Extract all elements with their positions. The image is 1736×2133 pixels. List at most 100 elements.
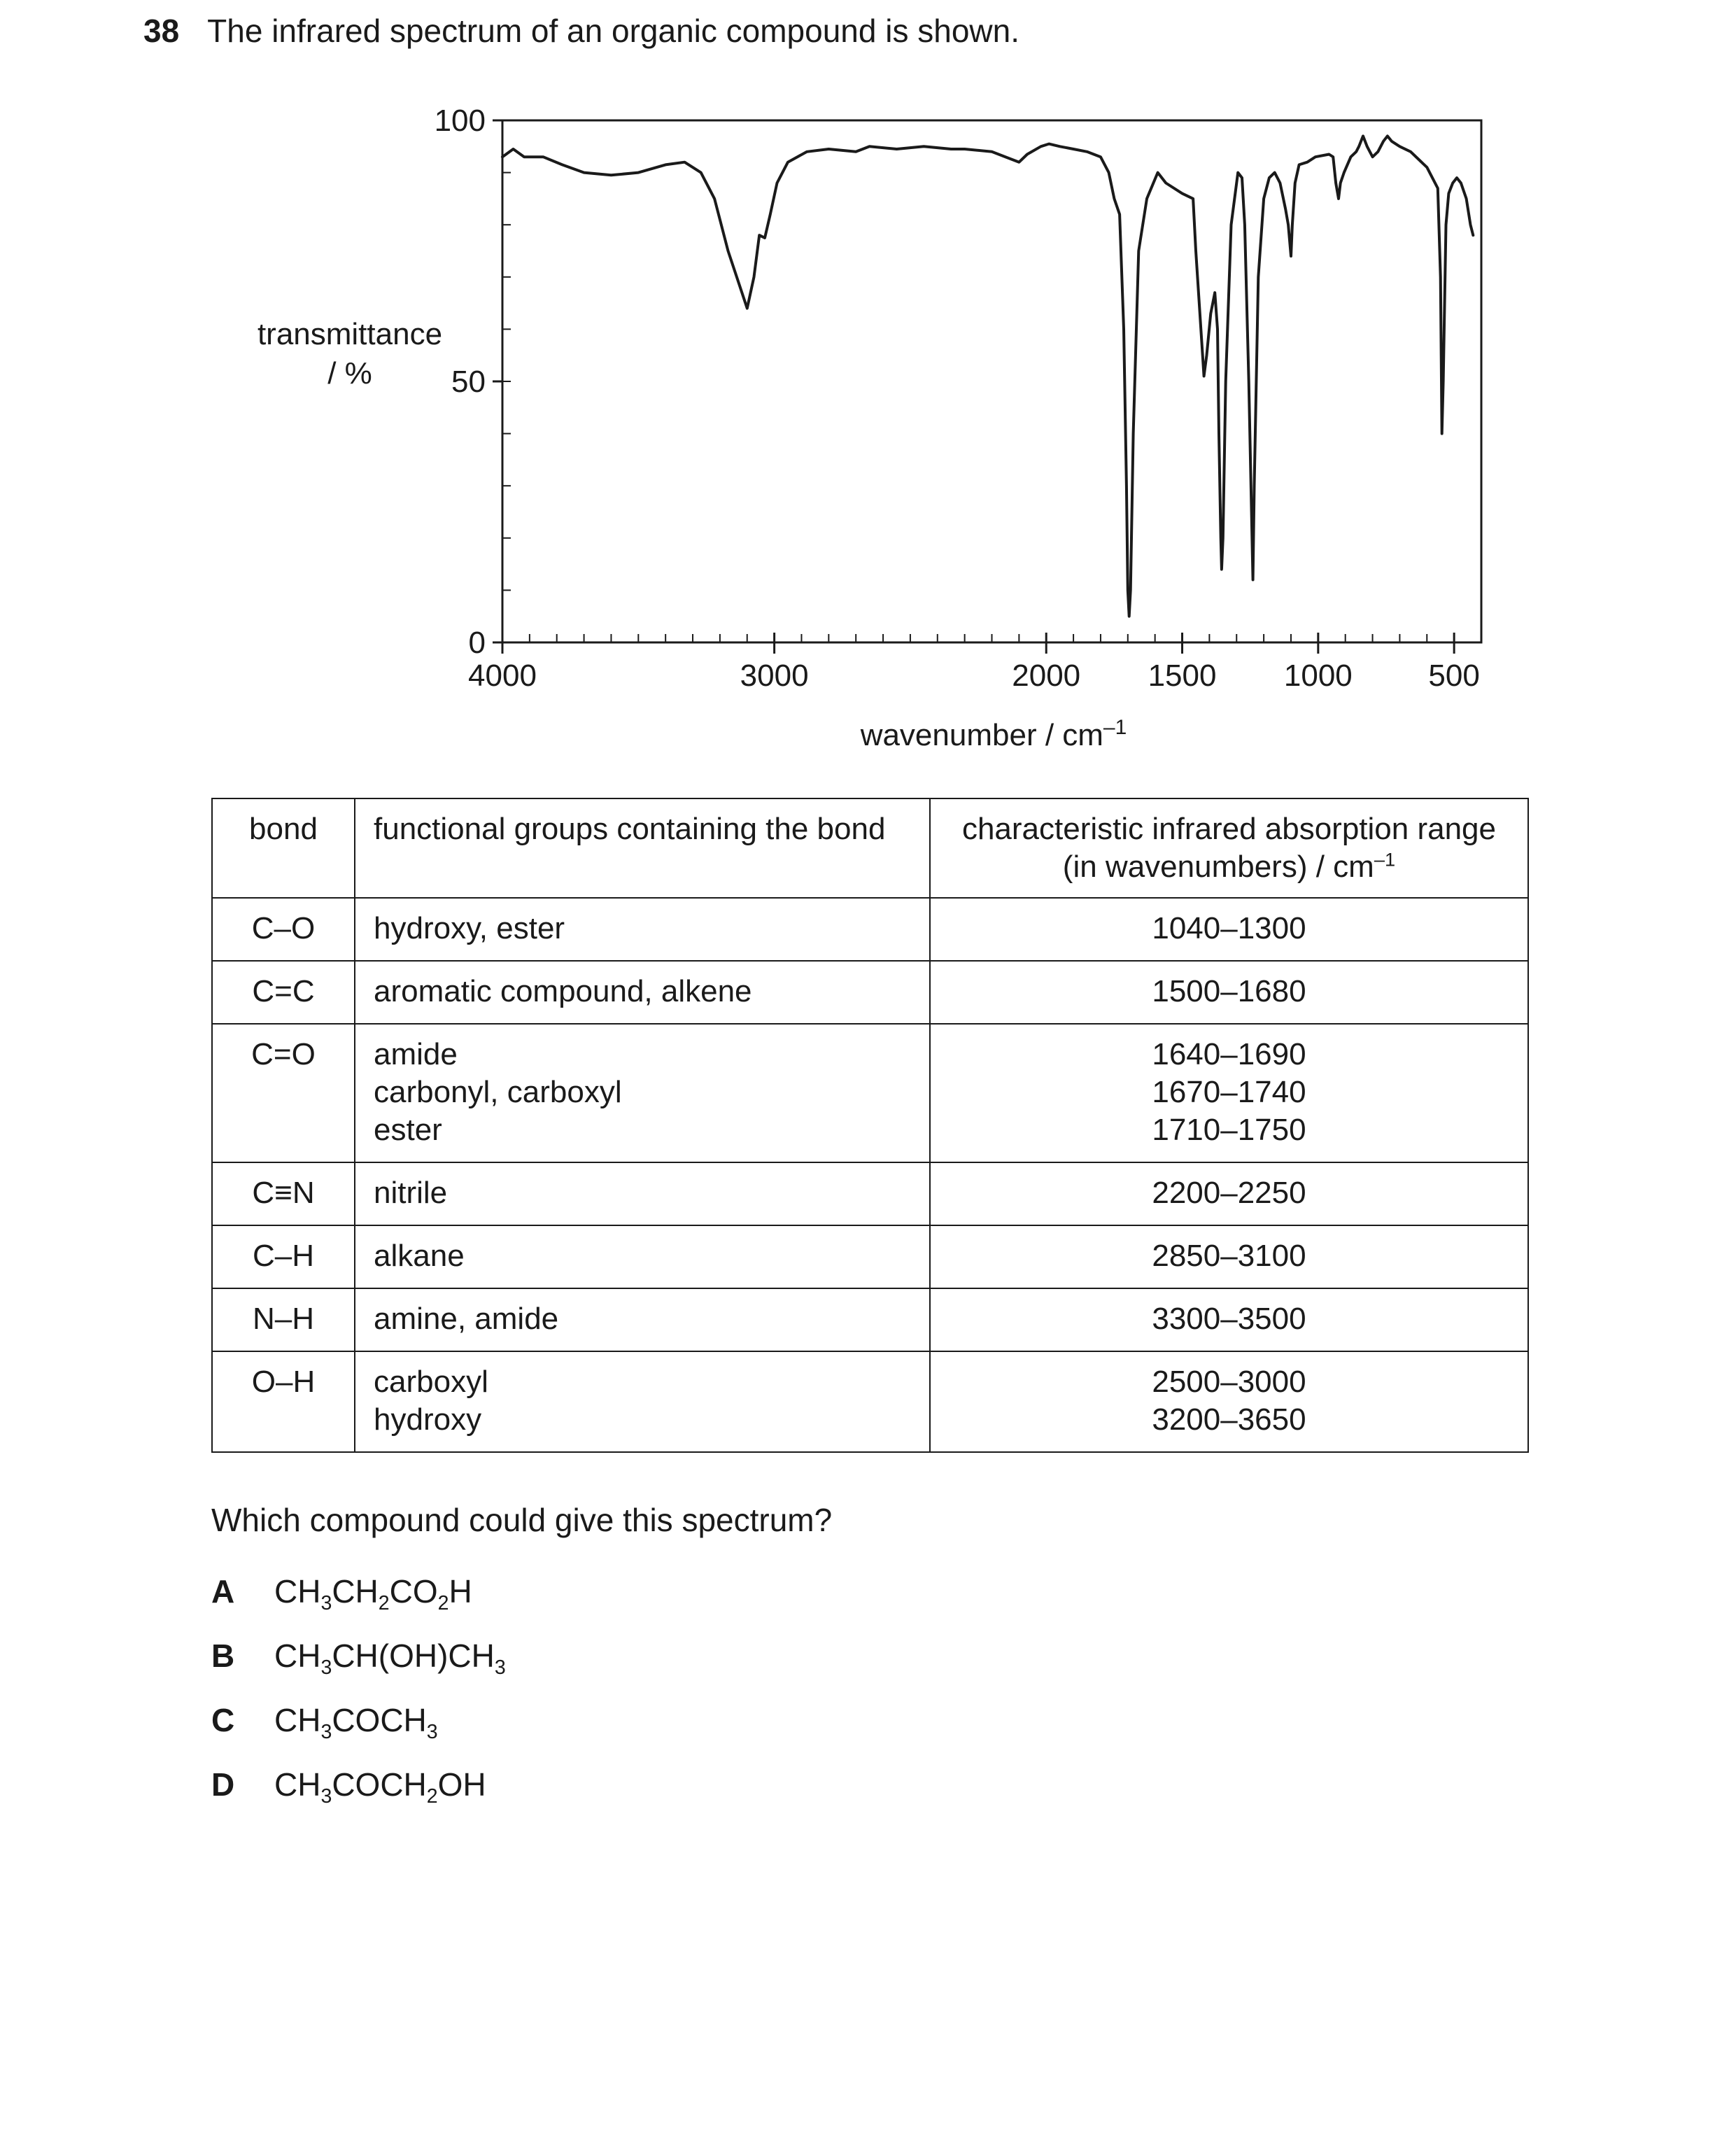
answer-options: A CH3CH2CO2H B CH3CH(OH)CH3 C CH3COCH3 D CH3COC… [211, 1570, 506, 1828]
absorption-range-cell: 1640–1690 1670–1740 1710–1750 [929, 1023, 1530, 1163]
formula-text: CH [274, 1702, 321, 1738]
absorption-range-cell: 1500–1680 [929, 960, 1530, 1025]
functional-group-text: hydroxy, ester [374, 911, 565, 945]
option-letter: B [211, 1638, 235, 1674]
functional-group-text: nitrile [374, 1176, 448, 1210]
formula-subscript: 3 [426, 1721, 438, 1744]
functional-group-text: aromatic compound, alkene [374, 974, 752, 1008]
header-range-line1: characteristic infrared absorption range [961, 812, 1496, 846]
table-body: C–O hydroxy, ester 1040–1300 C=C aromatic co… [211, 897, 1530, 1453]
absorption-range-cell: 2850–3100 [929, 1225, 1530, 1289]
formula-text: OH [437, 1766, 486, 1803]
y-tick-label: 100 [435, 104, 486, 138]
header-bond: bond [211, 798, 355, 899]
x-tick-label: 3000 [740, 659, 809, 693]
formula-subscript: 3 [320, 1656, 332, 1680]
functional-group-text: amine, amide [374, 1302, 559, 1336]
x-tick-label: 2000 [1012, 659, 1080, 693]
functional-group-text: ester [374, 1113, 442, 1147]
header-range-line2: (in wavenumbers) / cm [1062, 850, 1374, 884]
option-letter: C [211, 1702, 235, 1738]
bond-cell: C≡N [211, 1162, 355, 1226]
option-formula: CH3CH(OH)CH3 [274, 1638, 506, 1677]
option-letter: A [211, 1573, 235, 1610]
bond-cell: C=O [211, 1023, 355, 1163]
functional-groups-cell: amine, amide [354, 1288, 931, 1352]
functional-groups-cell: nitrile [354, 1162, 931, 1226]
y-axis-title-line1: transmittance [257, 317, 442, 351]
question-number: 38 [143, 13, 180, 49]
option-d: D CH3COCH2OH [211, 1764, 506, 1828]
functional-groups-cell: aromatic compound, alkene [354, 960, 931, 1025]
absorption-range-text: 1710–1750 [1152, 1113, 1306, 1147]
formula-subscript: 3 [320, 1785, 332, 1808]
spectrum-line [501, 134, 1475, 618]
absorption-range-text: 1040–1300 [1152, 911, 1306, 945]
formula-text: CH [274, 1638, 321, 1674]
table-row: C=O amide carbonyl, carboxyl ester 1640–1690… [211, 1023, 1530, 1163]
formula-text: CH [274, 1766, 321, 1803]
x-tick-label: 4000 [468, 659, 537, 693]
table-row: C–O hydroxy, ester 1040–1300 [211, 897, 1530, 962]
formula-subscript: 2 [378, 1592, 390, 1615]
absorption-range-text: 2850–3100 [1152, 1239, 1306, 1273]
formula-text: CH [274, 1573, 321, 1610]
formula-text: COCH [332, 1702, 427, 1738]
header-range-sup: –1 [1374, 848, 1396, 871]
x-axis-title-text: wavenumber / cm [860, 718, 1103, 752]
formula-text: H [449, 1573, 472, 1610]
absorption-range-text: 1500–1680 [1152, 974, 1306, 1008]
y-tick-label: 50 [451, 365, 486, 399]
y-axis-title: transmittance / % [257, 317, 442, 390]
functional-group-text: hydroxy [374, 1402, 482, 1437]
table-header-row: bond functional groups containing the bo… [211, 798, 1530, 899]
formula-subscript: 2 [437, 1592, 449, 1615]
functional-groups-cell: carboxyl hydroxy [354, 1351, 931, 1453]
ir-spectrum-chart: transmittance / % wavenumber / cm–1 100 5… [257, 104, 1483, 752]
bond-cell: C–O [211, 897, 355, 962]
x-tick-label: 1500 [1148, 659, 1217, 693]
absorption-range-cell: 2500–3000 3200–3650 [929, 1351, 1530, 1453]
plot-frame [501, 119, 1483, 644]
absorption-range-text: 1640–1690 [1152, 1037, 1306, 1071]
table-row: C≡N nitrile 2200–2250 [211, 1162, 1530, 1226]
absorption-range-text: 2500–3000 [1152, 1365, 1306, 1399]
formula-subscript: 3 [320, 1721, 332, 1744]
question-header: 38 The infrared spectrum of an organic co… [143, 10, 1019, 52]
header-functional-groups: functional groups containing the bond [354, 798, 931, 899]
table-row: C–H alkane 2850–3100 [211, 1225, 1530, 1289]
formula-subscript: 3 [494, 1656, 506, 1680]
absorption-range-cell: 3300–3500 [929, 1288, 1530, 1352]
option-b: B CH3CH(OH)CH3 [211, 1635, 506, 1699]
functional-groups-cell: amide carbonyl, carboxyl ester [354, 1023, 931, 1163]
absorption-range-text: 3300–3500 [1152, 1302, 1306, 1336]
bond-cell: C=C [211, 960, 355, 1025]
plot-area [501, 134, 1475, 618]
option-c: C CH3COCH3 [211, 1699, 506, 1764]
functional-groups-cell: alkane [354, 1225, 931, 1289]
y-tick-label: 0 [469, 626, 486, 660]
formula-text: COCH [332, 1766, 427, 1803]
absorption-range-cell: 2200–2250 [929, 1162, 1530, 1226]
question-text: The infrared spectrum of an organic comp… [207, 13, 1019, 49]
functional-group-text: carbonyl, carboxyl [374, 1075, 622, 1109]
question-prompt: Which compound could give this spectrum? [211, 1502, 833, 1538]
functional-group-text: amide [374, 1037, 458, 1071]
functional-groups-cell: hydroxy, ester [354, 897, 931, 962]
formula-text: CO [389, 1573, 438, 1610]
formula-text: CH(OH)CH [332, 1638, 495, 1674]
absorption-range-text: 1670–1740 [1152, 1075, 1306, 1109]
header-absorption-range: characteristic infrared absorption range… [929, 798, 1530, 899]
option-formula: CH3COCH3 [274, 1702, 438, 1742]
option-a: A CH3CH2CO2H [211, 1570, 506, 1635]
table-row: O–H carboxyl hydroxy 2500–3000 3200–3650 [211, 1351, 1530, 1453]
bond-cell: O–H [211, 1351, 355, 1453]
y-axis-title-line2: / % [327, 356, 372, 390]
formula-subscript: 2 [426, 1785, 438, 1808]
option-letter: D [211, 1766, 235, 1803]
absorption-range-text: 3200–3650 [1152, 1402, 1306, 1437]
option-formula: CH3CH2CO2H [274, 1573, 472, 1613]
absorption-range-text: 2200–2250 [1152, 1176, 1306, 1210]
bond-cell: N–H [211, 1288, 355, 1352]
